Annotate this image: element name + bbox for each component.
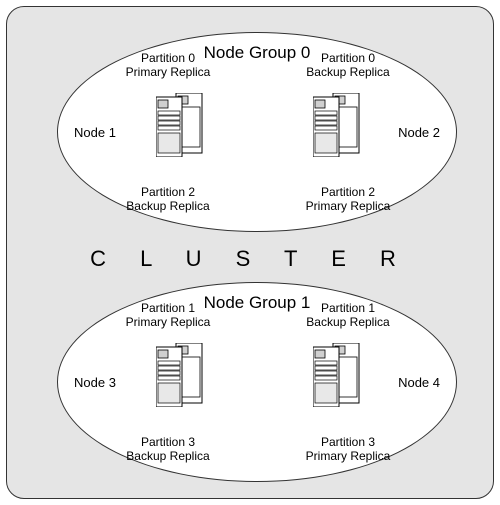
partition-label-bottom-right: Partition 3 Primary Replica	[288, 435, 408, 463]
partition-label-bottom-left: Partition 3 Backup Replica	[108, 435, 228, 463]
partition-id: Partition 3	[321, 435, 375, 449]
node-label-left: Node 1	[74, 125, 116, 140]
server-icon-left	[156, 93, 204, 157]
partition-id: Partition 1	[321, 301, 375, 315]
partition-id: Partition 2	[321, 185, 375, 199]
cluster-container: C L U S T E R Node Group 0 Partition 0 P…	[6, 6, 494, 499]
partition-label-top-left: Partition 1 Primary Replica	[108, 301, 228, 329]
partition-id: Partition 2	[141, 185, 195, 199]
partition-role: Backup Replica	[306, 65, 389, 79]
partition-id: Partition 0	[321, 51, 375, 65]
node-group-0: Node Group 0 Partition 0 Primary Replica…	[57, 32, 457, 232]
partition-role: Primary Replica	[126, 315, 211, 329]
partition-role: Backup Replica	[306, 315, 389, 329]
cluster-label: C L U S T E R	[7, 246, 493, 272]
partition-id: Partition 1	[141, 301, 195, 315]
partition-label-bottom-left: Partition 2 Backup Replica	[108, 185, 228, 213]
partition-role: Backup Replica	[126, 449, 209, 463]
partition-role: Primary Replica	[306, 199, 391, 213]
node-group-1: Node Group 1 Partition 1 Primary Replica…	[57, 282, 457, 482]
server-icon-right	[313, 93, 361, 157]
partition-label-bottom-right: Partition 2 Primary Replica	[288, 185, 408, 213]
node-label-right: Node 2	[398, 125, 440, 140]
partition-id: Partition 3	[141, 435, 195, 449]
node-label-left: Node 3	[74, 375, 116, 390]
partition-role: Primary Replica	[306, 449, 391, 463]
partition-label-top-right: Partition 0 Backup Replica	[288, 51, 408, 79]
node-label-right: Node 4	[398, 375, 440, 390]
partition-id: Partition 0	[141, 51, 195, 65]
partition-role: Primary Replica	[126, 65, 211, 79]
partition-label-top-left: Partition 0 Primary Replica	[108, 51, 228, 79]
server-icon-left	[156, 343, 204, 407]
server-icon-right	[313, 343, 361, 407]
partition-role: Backup Replica	[126, 199, 209, 213]
partition-label-top-right: Partition 1 Backup Replica	[288, 301, 408, 329]
